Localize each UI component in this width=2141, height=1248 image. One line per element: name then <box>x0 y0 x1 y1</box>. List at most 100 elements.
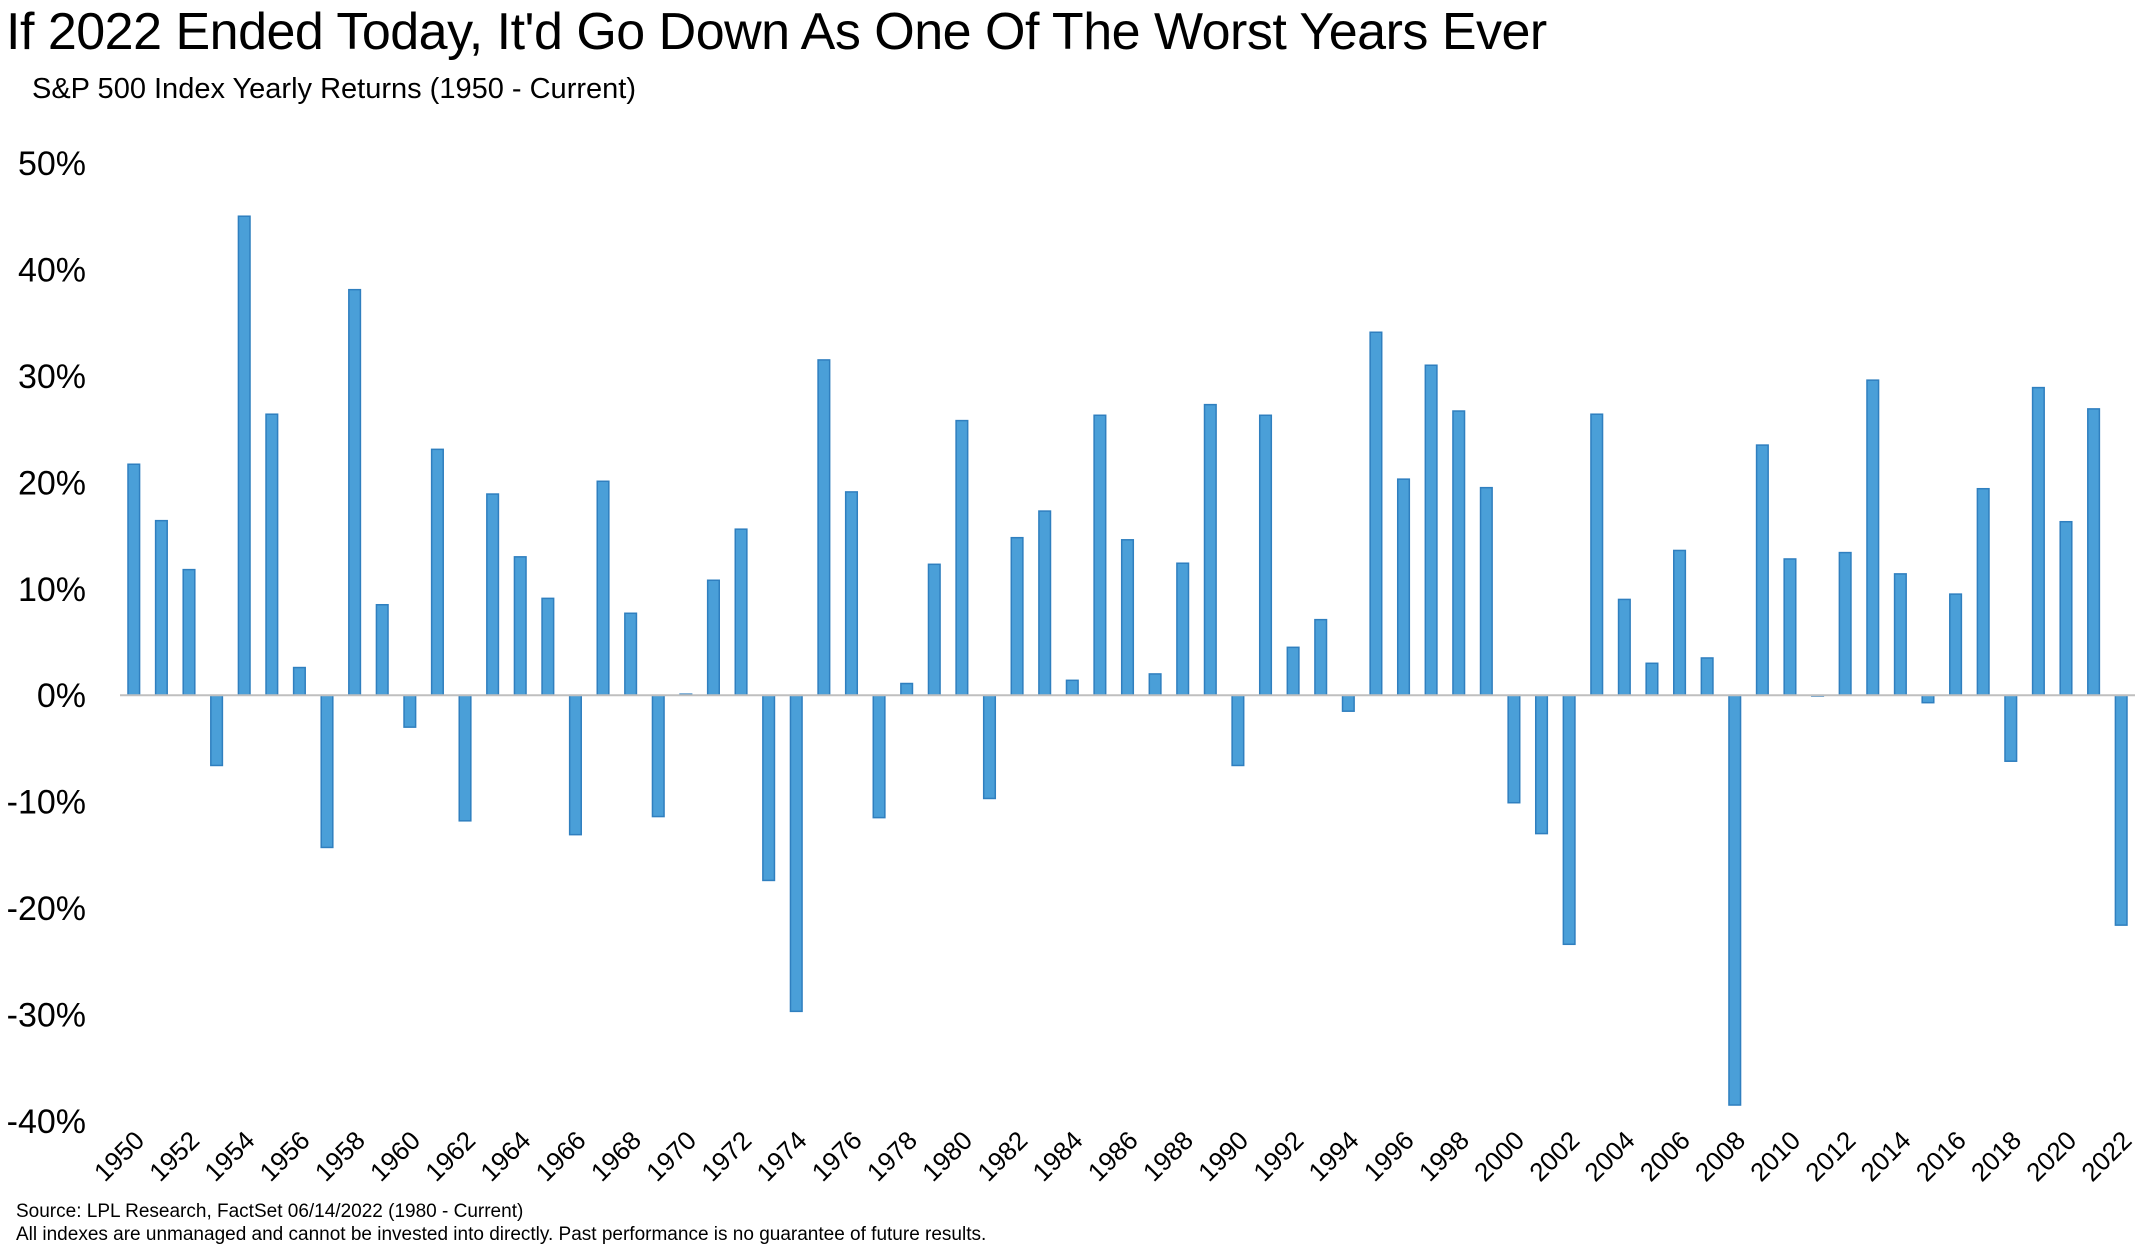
bar-2018 <box>2004 694 2018 762</box>
bar-1991 <box>1258 414 1273 696</box>
x-tick-label: 2010 <box>1744 1125 1806 1187</box>
bar-2020 <box>2059 520 2073 696</box>
bar-1983 <box>1038 510 1052 696</box>
bar-1980 <box>955 419 969 696</box>
x-tick-label: 1970 <box>640 1125 702 1187</box>
bar-1982 <box>1010 536 1024 696</box>
bar-1951 <box>154 519 168 696</box>
bar-1969 <box>651 694 665 818</box>
bar-1974 <box>789 694 803 1013</box>
x-tick-label: 1994 <box>1302 1125 1364 1187</box>
bar-1958 <box>348 288 362 696</box>
x-tick-label: 2006 <box>1634 1125 1696 1187</box>
x-tick-label: 2000 <box>1468 1125 1530 1187</box>
bar-1955 <box>265 413 279 696</box>
bar-1956 <box>292 666 306 696</box>
x-tick-label: 2004 <box>1578 1125 1640 1187</box>
bar-1953 <box>210 694 224 767</box>
x-tick-label: 1968 <box>585 1125 647 1187</box>
y-tick-label: -40% <box>7 1103 86 1141</box>
x-tick-label: 2016 <box>1910 1125 1972 1187</box>
y-axis-ticks: 50% 40% 30% 20% 10% 0% -10% -20% -30% -40% <box>7 145 86 1141</box>
bar-1987 <box>1148 673 1162 696</box>
bar-2015 <box>1921 694 1935 704</box>
x-tick-label: 1990 <box>1192 1125 1254 1187</box>
bar-1981 <box>982 694 997 800</box>
bar-1989 <box>1203 403 1217 696</box>
x-tick-label: 1952 <box>143 1125 205 1187</box>
bar-2016 <box>1949 593 1963 696</box>
bar-1976 <box>844 491 859 696</box>
bar-1957 <box>320 694 334 849</box>
bar-1950 <box>127 463 141 696</box>
y-tick-label: 20% <box>18 464 86 502</box>
y-tick-label: 10% <box>18 571 86 609</box>
y-tick-label: -30% <box>7 997 86 1035</box>
x-tick-label: 1980 <box>916 1125 978 1187</box>
bar-2008 <box>1728 694 1742 1106</box>
x-tick-label: 1958 <box>309 1125 371 1187</box>
bar-1965 <box>541 597 555 696</box>
x-tick-label: 1972 <box>695 1125 757 1187</box>
x-tick-label: 1950 <box>88 1125 150 1187</box>
x-tick-label: 2022 <box>2075 1125 2137 1187</box>
x-tick-label: 2020 <box>2020 1125 2082 1187</box>
bar-1998 <box>1452 410 1466 696</box>
bar-1960 <box>403 694 417 728</box>
bar-2004 <box>1617 598 1631 696</box>
bar-1962 <box>458 694 472 822</box>
bar-1992 <box>1286 646 1300 696</box>
bar-1968 <box>624 612 638 696</box>
bar-1973 <box>762 694 776 882</box>
x-tick-label: 1962 <box>419 1125 481 1187</box>
bar-2009 <box>1755 444 1769 696</box>
x-tick-label: 1984 <box>1026 1125 1088 1187</box>
bar-1952 <box>182 568 196 696</box>
x-tick-label: 1974 <box>750 1125 812 1187</box>
bar-1984 <box>1065 679 1079 696</box>
bar-1972 <box>734 528 748 696</box>
x-tick-label: 1996 <box>1358 1125 1420 1187</box>
bar-2019 <box>2031 386 2045 696</box>
x-axis-ticks: 1950195219541956195819601962196419661968… <box>88 1125 2138 1187</box>
bar-2006 <box>1673 549 1687 696</box>
bar-1985 <box>1093 414 1107 696</box>
bar-1993 <box>1314 618 1328 696</box>
bar-1963 <box>486 493 500 696</box>
bar-1997 <box>1424 364 1438 696</box>
x-tick-label: 2012 <box>1799 1125 1861 1187</box>
x-tick-label: 1992 <box>1247 1125 1309 1187</box>
bar-1964 <box>513 556 527 696</box>
disclaimer-note: All indexes are unmanaged and cannot be … <box>16 1224 987 1245</box>
bar-1979 <box>927 563 941 696</box>
y-tick-label: -10% <box>7 784 86 822</box>
bar-2000 <box>1507 694 1521 804</box>
chart-subtitle: S&P 500 Index Yearly Returns (1950 - Cur… <box>32 73 636 105</box>
bar-1967 <box>596 480 610 696</box>
bar-1994 <box>1341 694 1355 712</box>
y-tick-label: 30% <box>18 358 86 396</box>
bar-1996 <box>1396 478 1411 696</box>
y-tick-label: -20% <box>7 890 86 928</box>
x-tick-label: 2002 <box>1523 1125 1585 1187</box>
bar-2017 <box>1976 487 1990 696</box>
x-tick-label: 1982 <box>971 1125 1033 1187</box>
bar-1990 <box>1231 694 1245 767</box>
bar-2010 <box>1783 558 1797 696</box>
x-tick-label: 1966 <box>530 1125 592 1187</box>
bar-1988 <box>1176 562 1190 696</box>
bar-2021 <box>2087 408 2101 696</box>
source-note: Source: LPL Research, FactSet 06/14/2022… <box>16 1201 524 1222</box>
y-tick-label: 40% <box>18 251 86 289</box>
x-tick-label: 1978 <box>861 1125 923 1187</box>
bar-2013 <box>1866 379 1880 696</box>
bar-2014 <box>1893 573 1907 696</box>
x-tick-label: 2014 <box>1855 1125 1917 1187</box>
x-tick-label: 1964 <box>474 1125 536 1187</box>
bar-1966 <box>568 694 582 836</box>
x-tick-label: 1976 <box>806 1125 868 1187</box>
bar-series <box>127 215 2128 1106</box>
bar-2022 <box>2114 694 2128 926</box>
bar-1995 <box>1369 331 1383 696</box>
bar-1999 <box>1479 486 1493 696</box>
